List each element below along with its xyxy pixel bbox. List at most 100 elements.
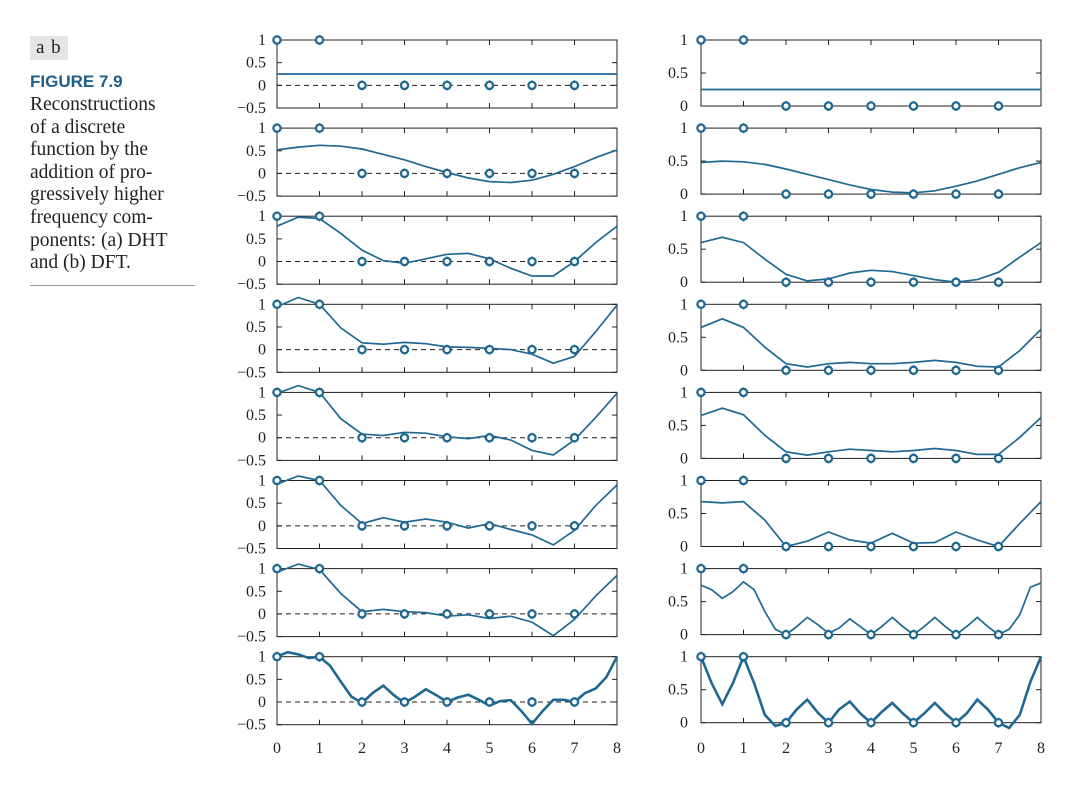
axes-frame bbox=[700, 568, 1042, 636]
sample-point bbox=[738, 563, 749, 574]
reconstruction-curve bbox=[276, 475, 618, 546]
sample-point bbox=[484, 609, 495, 619]
sample-point bbox=[951, 277, 961, 287]
x-tick-label: 8 bbox=[1037, 740, 1045, 757]
sample-point bbox=[399, 609, 410, 619]
sample-point bbox=[399, 521, 410, 531]
y-tick-label: −0.5 bbox=[237, 364, 266, 381]
y-tick-label: 1 bbox=[680, 561, 688, 578]
subplot-a-4: 1 0.5 0 −0.5 bbox=[237, 296, 618, 381]
sample-point bbox=[314, 387, 325, 398]
y-tick-label: 0 bbox=[258, 694, 266, 711]
y-tick-label: 0.5 bbox=[246, 143, 266, 160]
sample-point bbox=[781, 629, 791, 640]
reconstruction-curve bbox=[700, 500, 1042, 548]
y-tick-label: 1 bbox=[680, 32, 688, 49]
reconstruction-curve bbox=[276, 216, 618, 277]
subplot-b-3: 10.50 bbox=[668, 208, 1042, 291]
sample-point bbox=[823, 453, 834, 464]
y-tick-label: 1 bbox=[258, 32, 266, 49]
caption-line: function by the bbox=[30, 139, 149, 161]
y-tick-label: 0.5 bbox=[668, 506, 688, 523]
sample-point bbox=[823, 541, 834, 552]
sample-point bbox=[484, 168, 495, 179]
sample-point bbox=[908, 277, 919, 287]
x-tick-label: 8 bbox=[613, 740, 621, 757]
subplot-a-5: 1 0.5 0 −0.5 bbox=[237, 384, 618, 469]
y-tick-label: 1 bbox=[258, 208, 266, 225]
sample-point bbox=[272, 475, 282, 486]
y-tick-label: 0 bbox=[258, 254, 266, 271]
y-tick-label: 0.5 bbox=[668, 594, 688, 611]
subplot-a-2: 1 0.5 0 −0.5 bbox=[237, 120, 618, 205]
y-tick-label: 1 bbox=[680, 473, 688, 490]
subplot-a-7: 1 0.5 0 −0.5 bbox=[237, 561, 618, 646]
sample-point bbox=[314, 563, 325, 574]
x-tick-label: 3 bbox=[401, 740, 409, 757]
y-tick-label: 0.5 bbox=[246, 407, 266, 424]
caption-line: gressively higher bbox=[30, 184, 164, 206]
x-axis-labels-b: 0 1 2 3 4 5 6 7 8 bbox=[697, 740, 1045, 757]
subplot-b-1: 10.50 bbox=[668, 32, 1042, 115]
sample-point bbox=[696, 387, 706, 398]
axes-frame bbox=[276, 656, 618, 726]
reconstruction-curve bbox=[700, 160, 1042, 194]
y-tick-label: 0.5 bbox=[668, 65, 688, 82]
sample-point bbox=[823, 629, 834, 640]
sample-point bbox=[357, 609, 367, 619]
sample-point bbox=[696, 475, 706, 486]
sample-point bbox=[272, 299, 282, 310]
sample-point bbox=[951, 541, 961, 552]
subplot-a-1: 1 0.5 0 −0.5 bbox=[237, 32, 618, 117]
subplot-b-8: 10.50 bbox=[668, 649, 1043, 732]
caption-line: Reconstructions bbox=[30, 94, 156, 115]
sample-point bbox=[993, 189, 1004, 199]
sample-point bbox=[951, 453, 961, 464]
reconstruction-curve bbox=[699, 653, 1043, 730]
sample-point bbox=[951, 365, 961, 376]
sample-point bbox=[569, 256, 580, 267]
y-tick-label: 0 bbox=[680, 450, 688, 467]
subplot-b-5: 10.50 bbox=[668, 384, 1042, 467]
sample-point bbox=[527, 521, 537, 531]
y-tick-label: 1 bbox=[680, 208, 688, 225]
reconstruction-curve bbox=[700, 236, 1042, 284]
sample-point bbox=[527, 80, 537, 91]
reconstruction-curve bbox=[700, 407, 1042, 456]
axes-frame bbox=[700, 127, 1042, 195]
y-tick-label: 0.5 bbox=[668, 682, 688, 699]
sample-point bbox=[484, 344, 495, 355]
caption-line: of a discrete bbox=[30, 116, 126, 138]
y-tick-label: −0.5 bbox=[237, 717, 266, 734]
figure-title: FIGURE 7.9 bbox=[30, 72, 123, 91]
y-tick-label: 1 bbox=[258, 473, 266, 490]
axes-frame bbox=[700, 480, 1042, 547]
sample-point bbox=[951, 717, 961, 728]
sample-point bbox=[442, 521, 452, 531]
y-tick-label: 0.5 bbox=[246, 231, 266, 248]
reconstruction-curve bbox=[700, 317, 1042, 368]
sample-point bbox=[357, 344, 367, 355]
sample-point bbox=[823, 717, 834, 728]
y-tick-label: 1 bbox=[258, 384, 266, 401]
sample-point bbox=[993, 101, 1004, 111]
sample-point bbox=[272, 35, 282, 45]
caption-line: ponents: (a) DHT bbox=[30, 229, 168, 251]
y-tick-label: 1 bbox=[680, 649, 688, 666]
y-tick-label: 1 bbox=[258, 561, 266, 578]
sample-point bbox=[442, 609, 452, 619]
sample-point bbox=[951, 101, 961, 111]
sample-point bbox=[908, 189, 919, 199]
x-tick-label: 7 bbox=[571, 740, 579, 757]
y-tick-label: 0.5 bbox=[668, 329, 688, 346]
sample-point bbox=[399, 168, 410, 179]
sample-point bbox=[527, 256, 537, 267]
y-tick-label: 0 bbox=[680, 186, 688, 203]
y-tick-label: 1 bbox=[258, 296, 266, 313]
sample-point bbox=[993, 365, 1004, 376]
sample-point bbox=[314, 299, 325, 310]
y-tick-label: 1 bbox=[258, 120, 266, 137]
x-tick-label: 3 bbox=[825, 740, 833, 757]
sample-point bbox=[908, 629, 919, 640]
sample-point bbox=[993, 717, 1004, 728]
